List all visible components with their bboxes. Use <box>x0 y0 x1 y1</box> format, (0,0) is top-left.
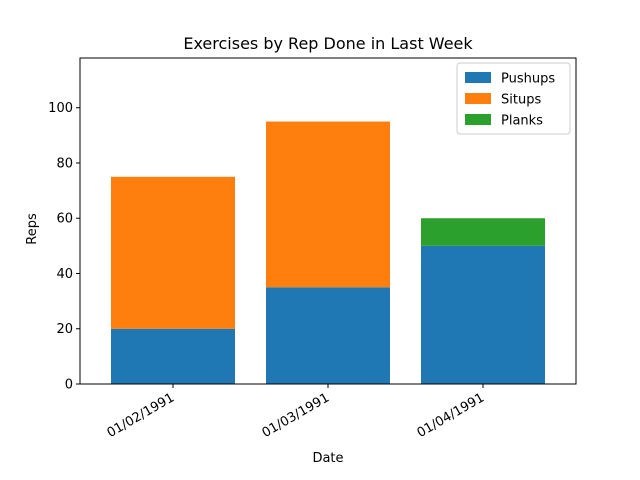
y-tick-label: 100 <box>48 101 73 116</box>
y-tick-label: 60 <box>56 212 73 227</box>
legend-label-situps: Situps <box>501 93 541 108</box>
bar-situps-1 <box>266 121 390 288</box>
chart-title: Exercises by Rep Done in Last Week <box>183 34 473 53</box>
bar-pushups-1 <box>266 287 390 384</box>
legend: Pushups Situps Planks <box>456 62 571 135</box>
x-tick-label: 01/04/1991 <box>415 390 487 440</box>
x-axis-label: Date <box>312 451 343 466</box>
bar-planks-2 <box>421 218 545 246</box>
y-tick-label: 20 <box>56 322 73 337</box>
legend-swatch-planks <box>465 114 491 125</box>
legend-label-pushups: Pushups <box>501 72 555 87</box>
x-tick-label: 01/02/1991 <box>105 390 177 440</box>
y-tick-label: 40 <box>56 267 73 282</box>
y-tick-label: 80 <box>56 156 73 171</box>
y-axis-label: Reps <box>25 213 40 245</box>
x-tick-label: 01/03/1991 <box>260 390 332 440</box>
bar-situps-0 <box>111 176 235 329</box>
legend-label-planks: Planks <box>501 114 543 129</box>
legend-swatch-pushups <box>465 72 491 83</box>
bar-pushups-0 <box>111 328 235 384</box>
bar-pushups-2 <box>421 245 545 384</box>
legend-swatch-situps <box>465 93 491 104</box>
y-tick-label: 0 <box>65 378 73 393</box>
bars-layer <box>111 121 545 384</box>
